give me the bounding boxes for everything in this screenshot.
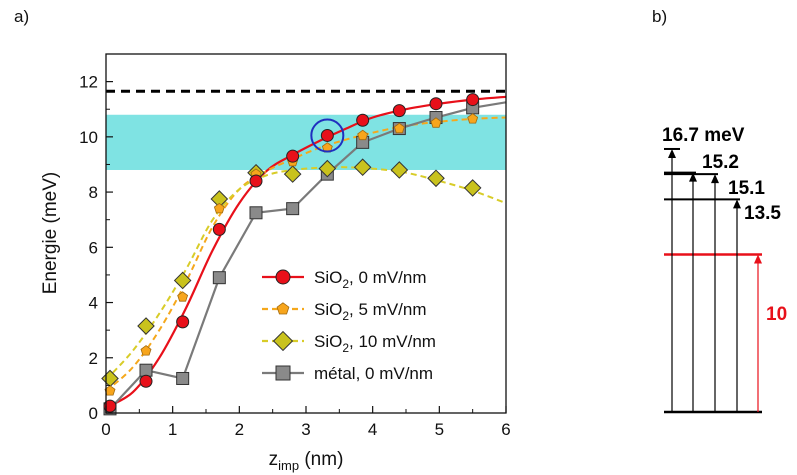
- x-tick-label: 5: [435, 420, 444, 439]
- level-label-15-2: 15.2: [702, 152, 739, 173]
- legend-marker-2: [276, 302, 290, 315]
- legend-label-subscript: 2: [342, 277, 349, 291]
- panel-a-label: a): [14, 7, 29, 26]
- y-tick-label: 2: [89, 349, 98, 368]
- data-point-series-1: [286, 149, 300, 163]
- shaded-band: [106, 114, 506, 170]
- y-tick-label: 8: [89, 183, 98, 202]
- y-tick-label: 10: [79, 128, 98, 147]
- x-tick-label: 1: [168, 420, 177, 439]
- data-point-series-4: [139, 363, 153, 377]
- data-point-series-3: [173, 271, 192, 290]
- legend-marker-1: [275, 269, 291, 285]
- x-tick-label: 4: [368, 420, 377, 439]
- transition-arrowhead: [733, 199, 741, 209]
- data-point-series-1: [212, 222, 226, 236]
- legend-label-2: SiO2, 5 mV/nm: [314, 300, 427, 323]
- data-point-series-3: [318, 159, 337, 178]
- data-point-series-3: [463, 179, 482, 197]
- y-tick-label: 4: [89, 294, 98, 313]
- legend-label-rest: , 0 mV/nm: [349, 268, 426, 287]
- legend-marker-3: [272, 330, 294, 352]
- legend-label-main: SiO: [314, 332, 342, 351]
- data-point-series-4: [212, 271, 226, 285]
- shaded-band-layer: [106, 114, 506, 170]
- level-diagram: 16.7 meV 15.2 15.1 13.5 10: [662, 125, 787, 414]
- legend-label-3: SiO2, 10 mV/nm: [314, 332, 436, 355]
- data-point-series-3: [353, 158, 372, 177]
- data-point-series-1: [429, 97, 443, 111]
- highlight-circle: [310, 118, 345, 153]
- x-axis-label-subscript: imp: [278, 458, 299, 473]
- data-point-series-1: [356, 113, 370, 127]
- data-point-series-1: [103, 399, 117, 413]
- legend-label-subscript: 2: [342, 309, 349, 323]
- x-axis-label-unit: (nm): [299, 449, 343, 470]
- x-tick-label: 3: [301, 420, 310, 439]
- legend-label-1: SiO2, 0 mV/nm: [314, 268, 427, 291]
- legend-label-4: métal, 0 mV/nm: [314, 364, 433, 383]
- y-tick-label: 6: [89, 238, 98, 257]
- level-label-13-5: 13.5: [744, 203, 781, 224]
- data-point-series-2: [430, 117, 442, 128]
- y-tick-label: 12: [79, 73, 98, 92]
- plot-frame: [105, 53, 507, 414]
- data-point-series-2: [393, 122, 405, 134]
- legend-label-rest: , 5 mV/nm: [349, 300, 426, 319]
- legend-label-rest: , 10 mV/nm: [349, 332, 436, 351]
- legend-label-main: métal: [314, 364, 356, 383]
- legend-marker-4: [275, 365, 291, 381]
- legend-label-rest: , 0 mV/nm: [356, 364, 433, 383]
- data-point-series-1: [249, 174, 263, 188]
- data-point-series-1: [139, 374, 153, 388]
- legend-label-subscript: 2: [342, 341, 349, 355]
- data-point-series-4: [286, 202, 300, 216]
- y-tick-label: 0: [89, 404, 98, 423]
- panel-b-label: b): [652, 7, 667, 26]
- data-point-series-3: [283, 165, 302, 183]
- data-point-series-3: [427, 169, 445, 188]
- data-point-series-1: [176, 315, 190, 329]
- data-point-series-1: [392, 104, 406, 118]
- x-axis-ticks: 0 1 2 3 4 5 6: [101, 406, 511, 439]
- data-point-series-4: [249, 206, 263, 220]
- highlight-layer: [310, 118, 345, 153]
- data-point-series-1: [320, 128, 334, 142]
- legend-label-main: SiO: [314, 268, 342, 287]
- data-point-series-1: [466, 93, 480, 107]
- data-point-series-4: [176, 371, 190, 385]
- data-point-series-2: [357, 129, 369, 141]
- y-axis-ticks: 0 2 4 6 8 10 12: [79, 53, 113, 423]
- level-label-16-7: 16.7 meV: [662, 125, 745, 146]
- data-point-series-3: [390, 161, 409, 179]
- transition-arrowhead: [754, 254, 762, 264]
- x-tick-label: 2: [235, 420, 244, 439]
- x-axis-label-main: z: [269, 449, 279, 470]
- data-point-series-2: [213, 202, 225, 214]
- y-axis-label: Energie (meV): [40, 172, 61, 295]
- x-tick-label: 0: [101, 420, 110, 439]
- data-point-series-2: [140, 345, 152, 356]
- transition-arrowhead: [668, 148, 676, 158]
- transition-arrowhead: [711, 174, 719, 184]
- legend-label-main: SiO: [314, 300, 342, 319]
- data-point-series-2: [467, 113, 479, 124]
- transition-arrowhead: [689, 172, 697, 182]
- data-point-series-3: [137, 317, 155, 335]
- data-point-series-2: [177, 291, 189, 302]
- level-label-15-1: 15.1: [728, 178, 765, 199]
- level-label-10: 10: [766, 304, 787, 325]
- x-tick-label: 6: [501, 420, 510, 439]
- x-axis-label: zimp (nm): [269, 449, 344, 473]
